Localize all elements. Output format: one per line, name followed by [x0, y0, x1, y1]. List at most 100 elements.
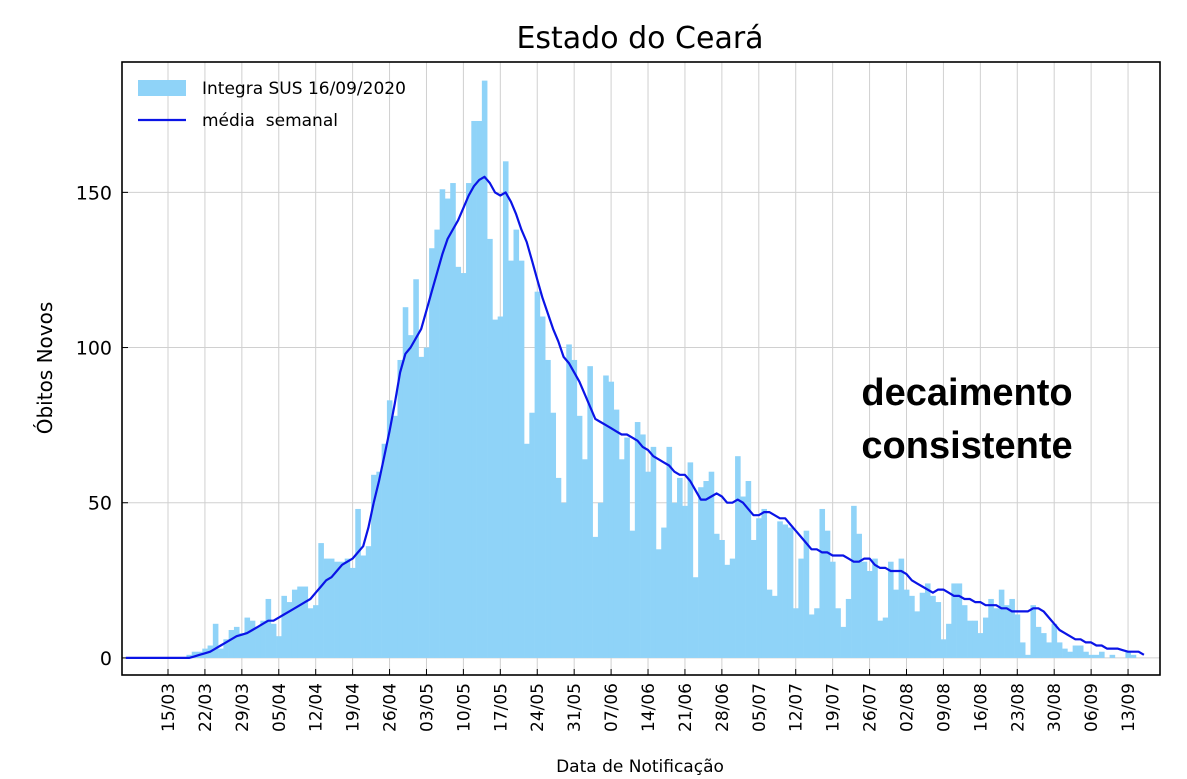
bar — [318, 543, 324, 658]
bar — [972, 620, 979, 658]
bar — [297, 586, 303, 658]
bar — [624, 437, 630, 658]
x-tick-label: 13/09 — [1119, 683, 1139, 732]
x-tick-label: 24/05 — [528, 683, 548, 732]
bar — [1046, 642, 1052, 658]
y-axis-label: Óbitos Novos — [33, 302, 57, 435]
bar — [692, 577, 699, 658]
bar — [750, 539, 757, 658]
bar — [302, 586, 309, 658]
bar — [835, 608, 841, 658]
bar — [687, 462, 694, 658]
bar — [191, 651, 198, 658]
bar — [613, 409, 620, 658]
bar — [629, 530, 636, 658]
bar — [603, 375, 609, 658]
bar — [866, 571, 873, 658]
legend-label: Integra SUS 16/09/2020 — [202, 79, 406, 99]
bar — [982, 617, 989, 658]
bar — [249, 620, 256, 658]
bar — [1062, 648, 1068, 658]
bar — [1088, 654, 1095, 658]
bar — [534, 291, 541, 658]
bar — [698, 487, 704, 658]
bar — [576, 415, 583, 658]
bar — [898, 558, 905, 658]
bar — [998, 589, 1005, 658]
x-tick-label: 26/04 — [381, 683, 401, 732]
bar — [924, 583, 931, 658]
bar — [186, 654, 193, 658]
legend-swatch — [138, 80, 186, 96]
bar — [487, 238, 493, 658]
bar — [313, 605, 319, 658]
bar — [671, 502, 678, 658]
bar — [830, 561, 836, 658]
bar — [307, 608, 314, 658]
bar — [740, 496, 746, 658]
bar — [888, 561, 894, 658]
bar — [1035, 626, 1042, 658]
y-tick-label: 0 — [100, 648, 112, 670]
bar — [502, 161, 509, 658]
bar — [408, 335, 414, 658]
bar — [771, 595, 778, 658]
bar — [402, 307, 409, 658]
bar — [777, 521, 783, 658]
bar — [286, 602, 293, 658]
bar — [903, 589, 910, 658]
bar — [666, 446, 673, 658]
bar — [524, 443, 530, 658]
x-tick-label: 19/04 — [344, 683, 364, 732]
bar — [228, 629, 235, 658]
bar — [729, 558, 736, 658]
plot-area: 15/03 22/03 29/03 05/04 12/04 19/04 26/04 03/05… — [76, 61, 1161, 732]
bar — [1004, 605, 1010, 658]
bar — [276, 636, 282, 658]
bar — [466, 183, 472, 658]
bar — [1019, 642, 1026, 658]
bar — [766, 589, 773, 658]
bar — [1041, 633, 1047, 658]
bar — [497, 316, 504, 658]
bar — [814, 608, 820, 658]
bar — [882, 617, 889, 658]
plot-frame — [121, 61, 1161, 676]
bar — [824, 530, 831, 658]
bar — [1077, 645, 1084, 658]
bar — [1130, 654, 1137, 658]
x-tick-label: 22/03 — [196, 683, 216, 732]
bar — [434, 229, 440, 658]
x-tick-label: 06/09 — [1082, 683, 1102, 732]
bar — [239, 633, 245, 658]
bar — [244, 617, 251, 658]
bar — [819, 508, 826, 658]
bar — [1083, 651, 1089, 658]
bar — [1030, 605, 1037, 658]
y-tick-label: 50 — [88, 493, 112, 515]
bar — [909, 595, 915, 658]
bar — [365, 546, 372, 658]
x-tick-label: 30/08 — [1045, 683, 1065, 732]
bar — [566, 344, 572, 658]
bar — [492, 319, 498, 658]
bar — [518, 260, 525, 658]
bar — [1067, 651, 1073, 658]
bar — [381, 443, 388, 658]
bar — [967, 620, 973, 658]
bar — [255, 626, 261, 658]
line — [125, 175, 1145, 659]
bar — [808, 614, 815, 658]
bar — [1009, 598, 1015, 658]
bar — [597, 502, 604, 658]
x-tick-label: 07/06 — [602, 683, 622, 732]
bar — [212, 623, 219, 658]
bar — [270, 623, 277, 658]
bar — [371, 474, 377, 658]
bar — [919, 592, 926, 658]
bar — [334, 561, 340, 658]
bar — [946, 623, 952, 658]
bar — [661, 527, 667, 658]
bar — [444, 198, 451, 658]
